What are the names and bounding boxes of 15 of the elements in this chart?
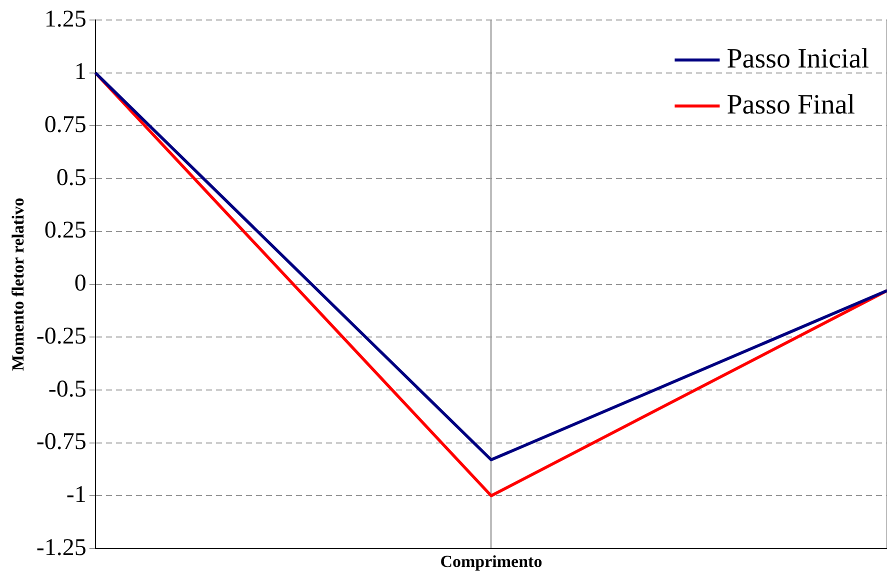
y-tick-label: 1 xyxy=(74,59,86,86)
y-tick-label: 0.25 xyxy=(44,218,86,244)
y-tick-label: -1.25 xyxy=(36,534,86,561)
y-axis-title: Momento fletor relativo xyxy=(8,198,28,371)
legend-label: Passo Final xyxy=(726,89,856,120)
y-tick-label: 0.75 xyxy=(44,112,86,138)
y-tick-label: 1.25 xyxy=(44,6,86,32)
y-tick-label: -0.5 xyxy=(48,376,86,402)
y-tick-label: -0.75 xyxy=(36,429,86,456)
y-tick-label: -1 xyxy=(66,482,86,508)
x-axis-title: Comprimento xyxy=(440,552,542,572)
y-tick-label: 0 xyxy=(74,270,86,297)
legend-label: Passo Inicial xyxy=(726,43,870,74)
y-tick-label: 0.5 xyxy=(56,164,86,191)
y-tick-label: -0.25 xyxy=(36,323,86,350)
